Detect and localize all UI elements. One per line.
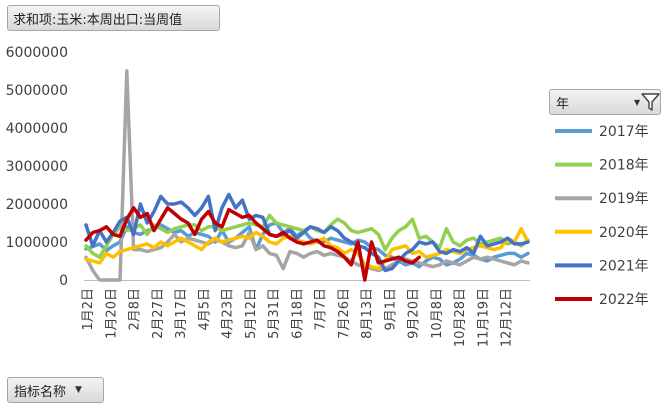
- filter-funnel-icon[interactable]: [641, 92, 660, 112]
- dropdown-arrow-icon[interactable]: ▼: [75, 385, 82, 395]
- chart-legend: 2017年 2018年 2019年 2020年 2021年 2022年: [555, 124, 649, 308]
- dropdown-arrow-icon[interactable]: ▼: [634, 98, 641, 107]
- x-tick-label: 10月8日: [430, 288, 445, 339]
- series-line-5: [84, 206, 421, 282]
- value-field-label: 求和项:玉米:本周出口:当周值: [13, 12, 183, 28]
- legend-label: 2017年: [599, 124, 649, 140]
- legend-label: 2020年: [599, 225, 649, 241]
- y-tick-label: 2000000: [6, 197, 68, 213]
- series-lines: [84, 69, 530, 282]
- series-line-4: [84, 192, 530, 273]
- x-tick-label: 10月28日: [453, 288, 468, 347]
- x-tick-label: 7月26日: [337, 288, 352, 339]
- legend-label: 2019年: [599, 191, 649, 207]
- y-tick-label: 1000000: [6, 235, 68, 251]
- y-tick-label: 5000000: [6, 83, 68, 99]
- x-tick-label: 3月17日: [174, 288, 189, 339]
- y-tick-label: 0: [59, 273, 68, 289]
- x-tick-label: 1月20日: [104, 288, 119, 339]
- y-tick-label: 3000000: [6, 159, 68, 175]
- x-tick-label: 6月18日: [290, 288, 305, 339]
- x-tick-label: 5月31日: [267, 288, 282, 339]
- x-tick-label: 9月1日: [383, 288, 398, 331]
- legend-label: 2021年: [599, 258, 649, 274]
- legend-label: 2018年: [599, 158, 649, 174]
- x-axis: 1月2日 1月20日 2月8日 2月27日 3月17日 4月5日 4月23日 5月12日 5月3…: [81, 280, 530, 347]
- value-field-button[interactable]: 求和项:玉米:本周出口:当周值: [7, 5, 220, 31]
- x-tick-label: 4月23日: [221, 288, 236, 339]
- x-tick-label: 2月27日: [151, 288, 166, 339]
- category-field-label: 指标名称: [14, 384, 67, 400]
- x-tick-label: 9月20日: [407, 288, 422, 339]
- category-field-button[interactable]: 指标名称 ▼: [7, 377, 104, 403]
- y-axis: 0 1000000 2000000 3000000 4000000 5000000 6000…: [6, 45, 68, 289]
- legend-field-button[interactable]: 年 ▼: [549, 89, 661, 115]
- x-tick-label: 12月12日: [500, 288, 515, 347]
- y-tick-label: 6000000: [6, 45, 68, 61]
- x-tick-label: 7月7日: [314, 288, 329, 331]
- x-tick-label: 1月2日: [81, 288, 96, 331]
- x-tick-label: 11月19日: [476, 288, 491, 347]
- series-line-2: [84, 69, 530, 282]
- y-tick-label: 4000000: [6, 121, 68, 137]
- legend-label: 2022年: [599, 292, 649, 308]
- legend-field-label: 年: [556, 96, 570, 112]
- x-tick-label: 8月13日: [360, 288, 375, 339]
- x-tick-label: 4月5日: [197, 288, 212, 331]
- x-tick-label: 2月8日: [128, 288, 143, 331]
- x-tick-label: 5月12日: [244, 288, 259, 339]
